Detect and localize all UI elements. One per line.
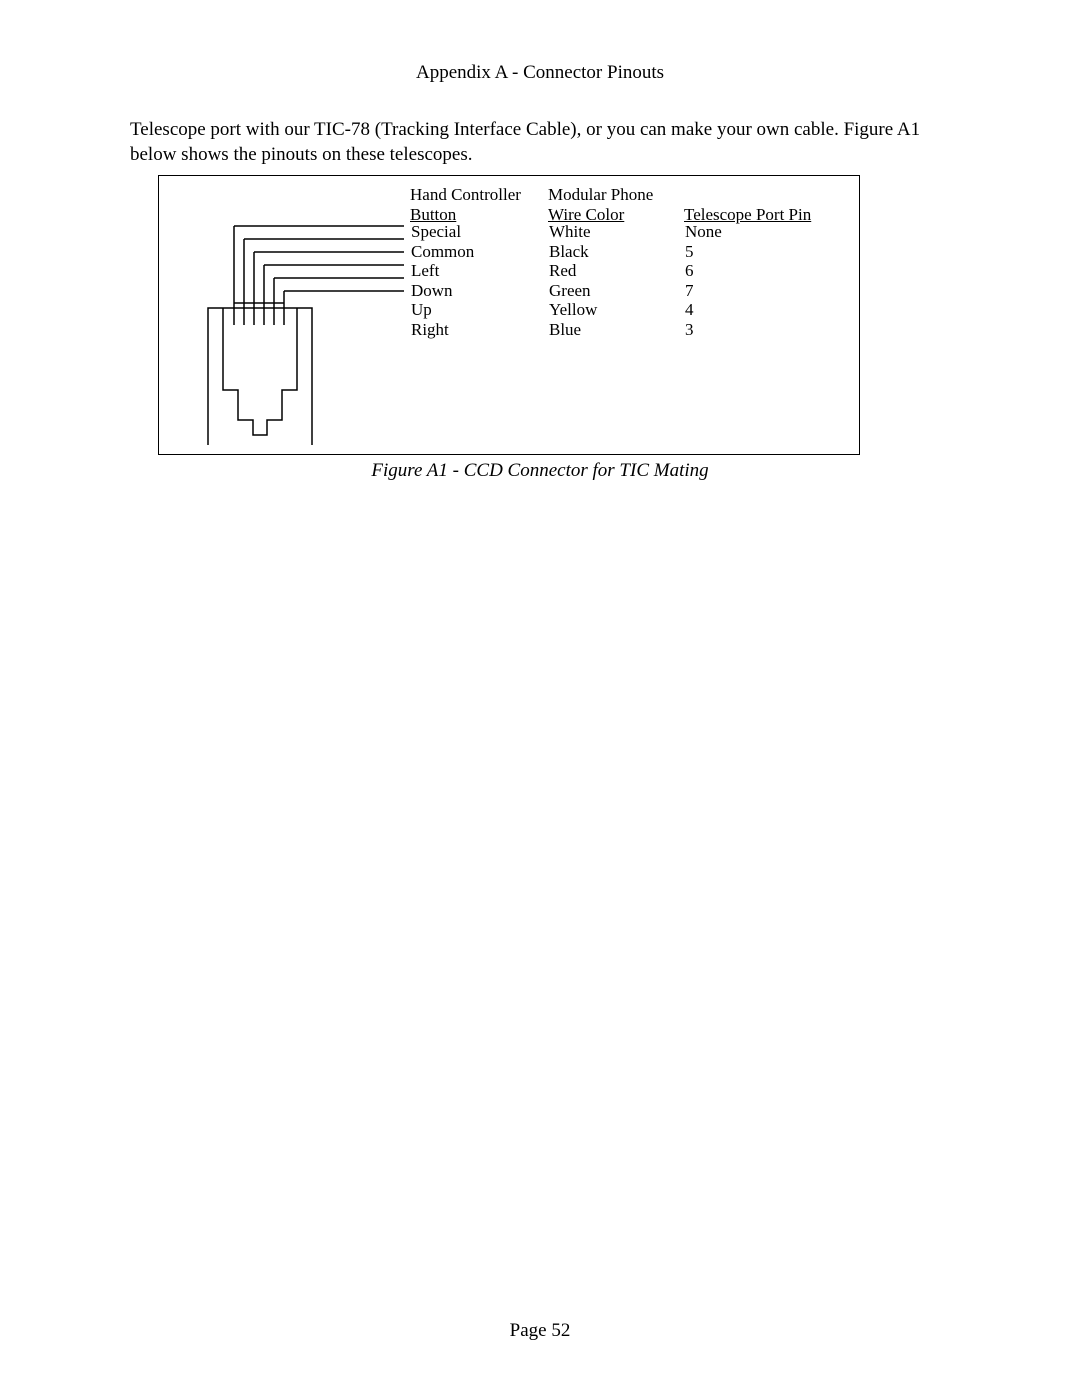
data-col-pin: None 5 6 7 4 3 (685, 222, 722, 339)
col-header-telescope-pin: Telescope Port Pin (684, 185, 811, 224)
cell-color: White (549, 222, 591, 241)
cell-color: Black (549, 242, 589, 261)
hc-header-line1: Hand Controller (410, 185, 521, 204)
cell-color: Green (549, 281, 591, 300)
cell-pin: 7 (685, 281, 694, 300)
col-header-wire-color: Modular Phone Wire Color (548, 185, 653, 224)
figure-caption: Figure A1 - CCD Connector for TIC Mating (0, 460, 1080, 482)
wc-header-line2: Wire Color (548, 205, 624, 224)
cell-pin: None (685, 222, 722, 241)
page-header: Appendix A - Connector Pinouts (0, 62, 1080, 84)
cell-color: Red (549, 261, 576, 280)
cell-color: Blue (549, 320, 581, 339)
cell-pin: 6 (685, 261, 694, 280)
cell-pin: 3 (685, 320, 694, 339)
cell-button: Common (411, 242, 474, 261)
wc-header-line1: Modular Phone (548, 185, 653, 204)
header-title: Appendix A - Connector Pinouts (416, 62, 664, 83)
cell-button: Special (411, 222, 461, 241)
body-paragraph: Telescope port with our TIC-78 (Tracking… (130, 118, 950, 167)
cell-pin: 4 (685, 300, 694, 319)
connector-diagram-icon (158, 175, 418, 455)
data-col-color: White Black Red Green Yellow Blue (549, 222, 597, 339)
data-col-button: Special Common Left Down Up Right (411, 222, 474, 339)
cell-color: Yellow (549, 300, 597, 319)
page-number: Page 52 (510, 1320, 571, 1341)
tp-header-line2: Telescope Port Pin (684, 205, 811, 224)
col-header-hand-controller: Hand Controller Button (410, 185, 521, 224)
cell-pin: 5 (685, 242, 694, 261)
page: Appendix A - Connector Pinouts Telescope… (0, 0, 1080, 1397)
page-footer: Page 52 (0, 1320, 1080, 1342)
